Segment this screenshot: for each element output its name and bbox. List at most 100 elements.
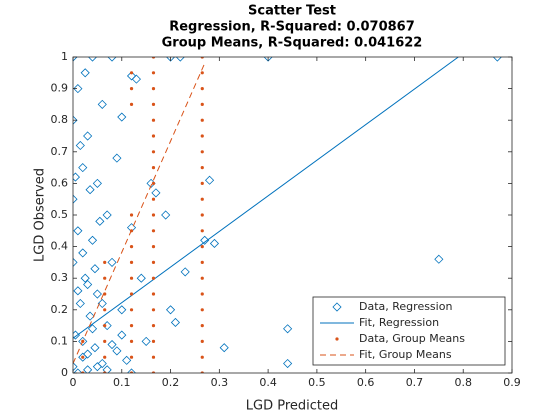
point <box>97 99 107 109</box>
point <box>200 213 204 217</box>
point <box>151 150 156 154</box>
point <box>151 260 156 264</box>
point <box>151 181 156 185</box>
y-tick-label: 0.4 <box>51 240 69 253</box>
point <box>129 102 134 106</box>
point <box>129 308 134 312</box>
point <box>103 324 107 328</box>
y-tick-label: 1 <box>61 50 68 63</box>
x-tick-label: 0.5 <box>308 376 326 389</box>
y-tick-label: 0.8 <box>51 113 69 126</box>
point <box>107 57 117 62</box>
point <box>205 175 215 185</box>
x-tick-label: 0 <box>70 376 77 389</box>
point <box>73 84 83 94</box>
point <box>73 330 81 340</box>
point <box>81 355 85 359</box>
x-tick-label: 0.4 <box>259 376 277 389</box>
point <box>103 355 107 359</box>
point <box>117 330 127 340</box>
y-tick-label: 0 <box>61 366 68 379</box>
point <box>103 292 107 296</box>
point <box>129 71 134 75</box>
x-tick-label: 0.6 <box>357 376 375 389</box>
point <box>200 339 204 343</box>
legend-marker <box>335 337 339 341</box>
point <box>73 362 78 372</box>
point <box>151 134 156 138</box>
point <box>175 57 185 62</box>
point <box>83 349 93 359</box>
point <box>87 324 98 334</box>
point <box>95 216 105 226</box>
legend-label: Fit, Group Means <box>359 348 452 361</box>
point <box>73 286 83 296</box>
point <box>200 292 204 296</box>
x-axis-label: LGD Predicted <box>246 399 339 414</box>
x-tick-label: 0.3 <box>211 376 229 389</box>
point <box>136 273 146 283</box>
y-tick-label: 0.1 <box>51 334 69 347</box>
point <box>141 336 151 346</box>
point <box>200 166 204 170</box>
point <box>180 267 190 277</box>
point <box>200 355 204 359</box>
point <box>102 210 112 220</box>
chart-subtitle: Group Means, R-Squared: 0.041622 <box>162 36 423 51</box>
y-tick-label: 0.3 <box>51 271 69 284</box>
point <box>434 254 444 264</box>
point <box>165 305 176 315</box>
point <box>112 346 122 356</box>
point <box>129 87 134 91</box>
point <box>92 289 102 299</box>
point <box>151 102 156 106</box>
point <box>75 140 85 151</box>
point <box>200 118 204 122</box>
point <box>73 115 78 125</box>
point <box>129 245 134 249</box>
point <box>129 276 134 280</box>
point <box>209 238 220 249</box>
point <box>131 74 141 84</box>
point <box>103 339 107 343</box>
point <box>126 71 137 81</box>
point <box>151 188 161 198</box>
point <box>151 292 156 296</box>
point <box>78 163 88 173</box>
legend-label: Data, Regression <box>359 300 452 313</box>
point <box>200 150 204 154</box>
legend <box>312 296 506 366</box>
point <box>117 112 127 122</box>
chart-subtitle: Regression, R-Squared: 0.070867 <box>169 20 415 35</box>
point <box>200 71 204 75</box>
point <box>151 308 156 312</box>
point <box>80 68 90 78</box>
point <box>200 260 204 264</box>
point <box>129 355 134 359</box>
point <box>75 298 85 309</box>
y-tick-label: 0.7 <box>51 145 69 158</box>
point <box>200 276 204 280</box>
point <box>126 368 137 373</box>
point <box>151 355 156 359</box>
point <box>78 336 88 346</box>
point <box>129 260 134 264</box>
point <box>200 308 204 312</box>
point <box>73 194 78 204</box>
point <box>102 365 112 373</box>
y-tick-label: 0.2 <box>51 303 69 316</box>
point <box>87 235 98 245</box>
point <box>129 339 134 343</box>
legend-marker <box>332 302 342 312</box>
point <box>161 210 171 220</box>
x-tick-label: 0.2 <box>162 376 180 389</box>
y-tick-label: 0.5 <box>51 208 69 221</box>
point <box>200 87 204 91</box>
point <box>90 264 100 274</box>
point <box>151 229 156 233</box>
point <box>151 245 156 249</box>
point <box>107 257 117 267</box>
point <box>200 324 204 328</box>
point <box>103 276 107 280</box>
